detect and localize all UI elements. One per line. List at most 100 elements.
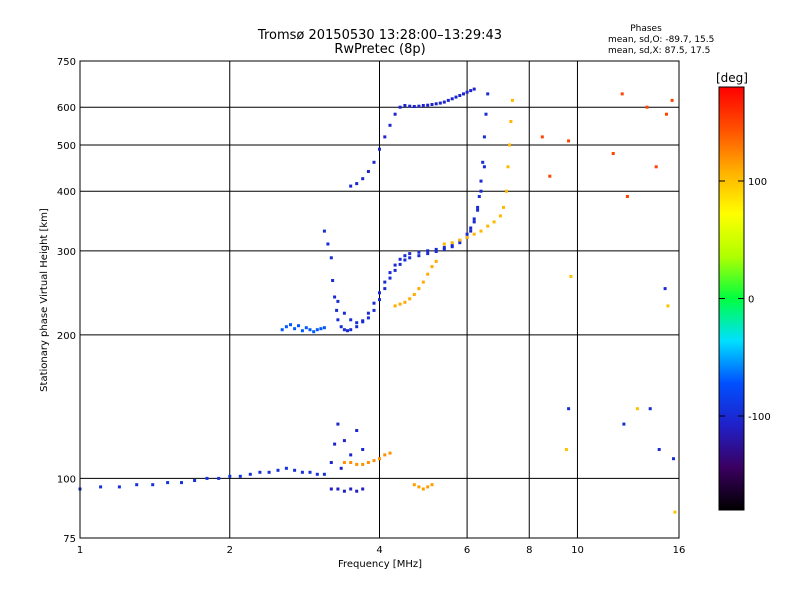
data-point: [458, 238, 462, 242]
data-point: [509, 120, 513, 123]
data-point: [670, 98, 674, 102]
data-point: [477, 195, 481, 198]
data-point: [300, 470, 304, 474]
colorbar-tick-label: 100: [748, 177, 767, 188]
data-point: [322, 326, 326, 330]
x-axis-ticks: 1 2 4 6 8 10 16: [77, 545, 686, 556]
colorbar-tick-label: 0: [748, 295, 754, 306]
data-point: [438, 101, 442, 105]
data-point: [383, 280, 387, 284]
data-point: [336, 299, 340, 303]
data-point: [378, 147, 381, 151]
data-point: [393, 268, 397, 272]
data-point: [454, 95, 458, 99]
data-point: [492, 220, 496, 224]
data-point: [625, 195, 629, 198]
data-point: [383, 135, 387, 139]
grid-lines: [80, 61, 679, 538]
data-point: [458, 241, 462, 245]
data-point: [476, 208, 480, 212]
data-point: [319, 327, 323, 331]
data-point: [366, 461, 370, 464]
data-point: [426, 252, 430, 256]
data-point: [666, 304, 670, 308]
x-tick-label: 10: [571, 545, 584, 556]
data-point: [564, 448, 568, 451]
x-tick-label: 8: [526, 545, 532, 556]
data-point: [502, 205, 505, 209]
data-point: [482, 165, 486, 169]
data-point: [465, 90, 469, 94]
stats-line-o: mean, sd,O: -89.7, 15.5: [608, 35, 714, 45]
data-point: [280, 328, 284, 332]
data-point: [421, 280, 425, 284]
data-point: [672, 457, 675, 461]
data-point: [567, 139, 571, 143]
data-point: [426, 249, 430, 253]
data-point: [505, 189, 508, 193]
data-point: [333, 442, 337, 446]
data-point: [304, 326, 308, 330]
data-point: [469, 226, 473, 230]
data-point: [430, 265, 434, 269]
data-point: [442, 242, 446, 246]
data-point: [276, 468, 280, 472]
y-axis-label: Stationary phase Virtual Height [km]: [39, 208, 50, 392]
data-point: [339, 466, 343, 470]
data-point: [366, 316, 370, 320]
data-point: [355, 321, 359, 325]
data-point: [135, 483, 139, 487]
data-point: [366, 170, 370, 173]
data-point: [342, 311, 346, 315]
data-point: [450, 97, 454, 101]
data-point: [372, 459, 376, 463]
data-point: [479, 189, 483, 193]
data-point: [336, 318, 340, 322]
data-point: [361, 487, 365, 491]
data-point: [297, 324, 300, 328]
data-point: [673, 510, 677, 514]
data-point: [567, 407, 571, 411]
x-tick-label: 4: [376, 545, 382, 556]
data-point: [434, 250, 438, 253]
data-point: [393, 263, 397, 267]
data-point: [284, 466, 288, 470]
data-point: [180, 481, 183, 485]
data-point: [486, 224, 490, 228]
plot-frame: [79, 60, 680, 539]
data-point: [315, 472, 319, 476]
data-points: [78, 87, 677, 514]
data-point: [378, 457, 381, 461]
data-point: [403, 258, 407, 262]
data-point: [430, 103, 434, 106]
data-point: [540, 135, 544, 139]
y-tick-label: 500: [57, 141, 76, 152]
colorbar-tick-label: -100: [748, 412, 771, 423]
data-point: [654, 165, 658, 169]
data-point: [349, 453, 353, 457]
data-point: [366, 311, 370, 315]
data-point: [293, 468, 297, 472]
data-point: [426, 103, 430, 107]
data-point: [472, 217, 476, 221]
data-point: [434, 259, 438, 263]
data-point: [417, 104, 421, 108]
y-tick-label: 600: [57, 103, 76, 114]
data-point: [469, 229, 473, 233]
data-point: [458, 94, 462, 97]
data-point: [342, 489, 346, 493]
data-point: [372, 308, 376, 312]
data-point: [355, 429, 359, 432]
data-point: [342, 461, 346, 464]
data-point: [421, 487, 425, 491]
x-axis-label: Frequency [MHz]: [338, 559, 422, 570]
data-point: [258, 470, 262, 474]
data-point: [349, 328, 353, 332]
data-point: [481, 160, 485, 164]
data-point: [657, 448, 661, 451]
data-point: [205, 476, 209, 480]
y-tick-label: 400: [57, 187, 76, 198]
data-point: [648, 407, 652, 411]
data-point: [450, 245, 454, 249]
